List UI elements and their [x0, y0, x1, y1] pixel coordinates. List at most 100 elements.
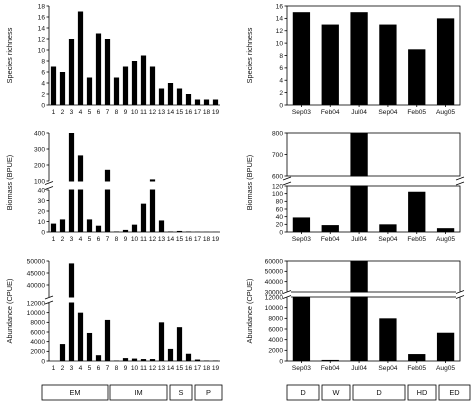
bar	[379, 24, 397, 105]
axis-break-mark	[455, 181, 465, 186]
bar	[321, 24, 339, 105]
x-tick-label: 15	[176, 365, 184, 372]
group-box	[438, 384, 471, 401]
group-box	[109, 384, 168, 401]
x-tick-label: 2	[61, 236, 65, 243]
y-tick-label: 60	[276, 206, 284, 213]
x-tick-label: 1	[52, 365, 56, 372]
x-tick-label: 4	[79, 365, 83, 372]
bar	[292, 217, 311, 232]
y-tick-label: 8000	[268, 316, 283, 323]
y-tick-label: 80	[276, 199, 284, 206]
axis-gap	[50, 297, 219, 303]
axis-break-mark	[455, 176, 465, 181]
x-tick-label: 8	[115, 109, 119, 116]
x-tick-label: 18	[203, 365, 211, 372]
x-tick-label: 15	[176, 236, 184, 243]
x-tick-label: Aug05	[436, 236, 455, 243]
axis-gap	[50, 181, 219, 190]
axis-gap	[288, 292, 459, 297]
x-tick-label: 12	[149, 236, 157, 243]
bar	[321, 225, 339, 232]
bar	[379, 224, 397, 232]
x-tick-label: 16	[185, 365, 193, 372]
bar	[113, 231, 120, 232]
x-tick-label: 5	[88, 236, 92, 243]
axis-break-mark	[44, 300, 54, 305]
y-tick-label: 45000	[27, 270, 46, 277]
x-tick-label: 10	[131, 109, 139, 116]
y-tick-label: 100	[272, 191, 283, 198]
x-tick-label: 12	[149, 109, 157, 116]
x-tick-label: Feb05	[407, 365, 426, 372]
x-tick-label: 4	[79, 236, 83, 243]
group-box	[286, 384, 320, 401]
y-tick-label: 12	[276, 28, 284, 35]
y-tick-label: 18	[38, 3, 46, 10]
x-tick-label: 10	[131, 365, 139, 372]
bar	[86, 332, 93, 361]
bar	[436, 332, 455, 361]
y-tick-label: 10	[276, 40, 284, 47]
x-tick-label: Sep03	[292, 365, 311, 372]
bar	[104, 169, 111, 232]
y-tick-label: 0	[41, 102, 45, 109]
y-tick-label: 6	[279, 65, 283, 72]
x-tick-label: 2	[61, 109, 65, 116]
plot-frame	[286, 5, 461, 106]
axis-break-mark	[44, 181, 54, 185]
y-tick-label: 400	[34, 130, 45, 137]
bar	[212, 99, 219, 105]
x-tick-label: 19	[212, 109, 220, 116]
bar	[59, 72, 66, 105]
y-tick-label: 2000	[268, 348, 283, 355]
axis-break-mark	[455, 290, 465, 294]
x-tick-label: 3	[70, 365, 74, 372]
bar	[95, 355, 102, 361]
bar	[68, 263, 75, 361]
x-tick-label: Sep03	[292, 109, 311, 116]
group-label: IM	[134, 388, 142, 397]
x-tick-label: 9	[124, 109, 128, 116]
bar	[185, 353, 192, 361]
x-tick-label: 13	[158, 109, 166, 116]
bar	[131, 358, 138, 361]
group-box	[41, 384, 109, 401]
x-tick-label: 1	[52, 109, 56, 116]
plot-frame-upper	[286, 132, 461, 177]
group-label: EM	[69, 388, 80, 397]
x-tick-label: 9	[124, 365, 128, 372]
axis-break-gap	[456, 291, 464, 298]
y-tick-label: 30000	[265, 289, 284, 296]
y-axis-label: Abundance (CPUE)	[5, 279, 14, 344]
group-label: S	[179, 388, 184, 397]
x-tick-label: Feb05	[407, 109, 426, 116]
bar	[203, 99, 210, 105]
y-tick-label: 6	[41, 69, 45, 76]
x-tick-label: 18	[203, 109, 211, 116]
x-tick-label: 6	[97, 236, 101, 243]
bar	[149, 66, 156, 105]
y-tick-label: 12	[38, 36, 46, 43]
y-tick-label: 10000	[265, 305, 284, 312]
axis-gap	[288, 176, 459, 186]
axis-break-gap	[283, 291, 291, 298]
y-axis-label: Biomass (BPUE)	[245, 155, 254, 210]
x-tick-label: 11	[140, 109, 147, 116]
x-tick-label: 14	[167, 365, 175, 372]
x-tick-label: 10	[131, 236, 139, 243]
bar	[292, 297, 311, 361]
axis-break-mark	[44, 186, 54, 190]
x-tick-label: 5	[88, 365, 92, 372]
axis-break-gap	[45, 297, 53, 303]
bar	[86, 77, 93, 105]
bar	[321, 359, 339, 361]
bar	[158, 322, 165, 361]
x-tick-label: 8	[115, 365, 119, 372]
x-tick-label: 17	[194, 109, 202, 116]
y-tick-label: 60000	[265, 258, 284, 265]
bar	[167, 83, 174, 105]
y-tick-label: 30	[38, 198, 46, 205]
y-tick-label: 12000	[265, 294, 284, 301]
x-tick-label: Aug05	[436, 109, 455, 116]
